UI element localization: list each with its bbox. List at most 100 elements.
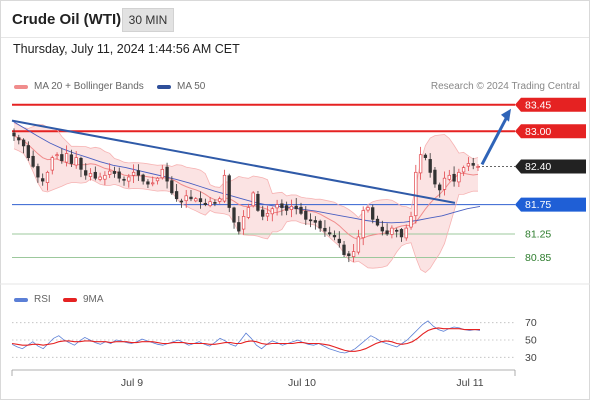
candle-body <box>457 171 461 183</box>
bollinger-lower <box>13 148 479 273</box>
level-label-83.00: 83.00 <box>525 126 551 138</box>
candle-body <box>174 191 179 200</box>
candle-body <box>198 198 203 203</box>
candle-body <box>246 207 251 218</box>
candle-body <box>160 169 164 179</box>
candle-body <box>351 251 356 257</box>
candle-body <box>165 166 169 182</box>
candle-body <box>155 177 160 182</box>
level-label-81.25: 81.25 <box>525 229 551 241</box>
candle-body <box>189 196 193 200</box>
rsi-ma-swatch <box>63 297 77 302</box>
candle-body <box>471 163 475 166</box>
candle-body <box>414 171 418 217</box>
rsi-series-RSI <box>11 320 481 354</box>
candle-body <box>88 173 93 177</box>
ma50-swatch <box>157 84 171 89</box>
bollinger-band <box>14 123 478 273</box>
candle-body <box>280 203 284 208</box>
candle-body <box>466 163 471 167</box>
candle-body <box>241 216 246 230</box>
x-tick-label: Jul 9 <box>121 377 143 389</box>
candle-body <box>98 176 102 180</box>
chart-datetime: Thursday, July 11, 2024 1:44:56 AM CET <box>13 42 240 56</box>
bollinger-upper <box>13 122 479 219</box>
level-label-83.45: 83.45 <box>525 99 551 111</box>
candle-body <box>337 238 341 244</box>
ma20-swatch <box>14 84 28 89</box>
candle-body <box>45 171 50 183</box>
candle-body <box>361 210 365 239</box>
x-tick-label: Jul 10 <box>288 377 316 389</box>
candle-body <box>347 253 351 257</box>
rsi-series-9MA <box>11 327 480 352</box>
candle-body <box>12 132 16 137</box>
rsi-swatch <box>14 297 28 302</box>
candle-body <box>418 154 423 174</box>
legend-ma20-label: MA 20 + Bollinger Bands <box>34 81 144 92</box>
candle-body <box>122 178 126 181</box>
candle-body <box>428 159 432 173</box>
level-badge-81.75 <box>515 197 586 212</box>
candle-body <box>299 206 303 214</box>
rsi-tick-70: 70 <box>525 317 537 329</box>
projection-arrow-head <box>501 108 511 122</box>
candle-body <box>323 227 327 232</box>
candle-body <box>50 157 54 171</box>
candle-body <box>256 193 260 211</box>
candle-body <box>265 213 270 217</box>
candle-body <box>131 171 136 176</box>
candle-body <box>275 204 279 209</box>
candle-body <box>170 180 174 194</box>
candle-body <box>289 206 294 210</box>
candle-body <box>108 170 112 175</box>
candle-body <box>218 198 222 202</box>
candle-body <box>31 155 35 167</box>
candle-body <box>117 171 121 179</box>
candle-body <box>399 229 404 238</box>
chart-title: Crude Oil (WTI) <box>12 11 122 28</box>
candle-body <box>93 171 97 179</box>
candle-body <box>284 205 289 211</box>
candle-body <box>55 154 59 157</box>
candle-body <box>74 157 78 166</box>
rsi-tick-50: 50 <box>525 335 537 347</box>
trendline <box>11 119 456 204</box>
candle-body <box>318 220 322 229</box>
candle-body <box>452 173 456 182</box>
candle-body <box>404 227 408 239</box>
candle-body <box>308 219 313 222</box>
timeframe-badge[interactable]: 30 MIN <box>122 8 174 32</box>
level-badge-83.45 <box>515 97 586 112</box>
candle-body <box>179 200 184 203</box>
candle-body <box>366 207 370 211</box>
candle-body <box>433 169 437 185</box>
candle-body <box>194 198 198 202</box>
candle-body <box>222 174 227 202</box>
legend-rsi: RSI <box>14 294 51 305</box>
legend-rsi-ma: 9MA <box>63 294 104 305</box>
candle-body <box>356 236 361 253</box>
candle-body <box>438 184 442 191</box>
candle-body <box>64 153 69 163</box>
level-badge-82.40 <box>515 159 586 174</box>
candle-body <box>294 205 298 210</box>
candle-body <box>184 195 188 202</box>
candle-body <box>409 216 413 228</box>
level-badge-83.00 <box>515 124 586 139</box>
candle-body <box>36 166 40 178</box>
candle-body <box>261 209 265 217</box>
legend-rsi-ma-label: 9MA <box>83 294 104 305</box>
candle-body <box>17 137 21 141</box>
candle-body <box>251 192 255 207</box>
chart-header: Crude Oil (WTI) 30 MIN <box>1 1 589 38</box>
candle-body <box>103 174 107 180</box>
ma20-line <box>13 135 479 240</box>
candle-body <box>146 181 150 185</box>
candle-body <box>423 154 428 158</box>
legend-rsi-label: RSI <box>34 294 51 305</box>
candle-body <box>270 208 274 215</box>
candle-body <box>21 139 26 147</box>
